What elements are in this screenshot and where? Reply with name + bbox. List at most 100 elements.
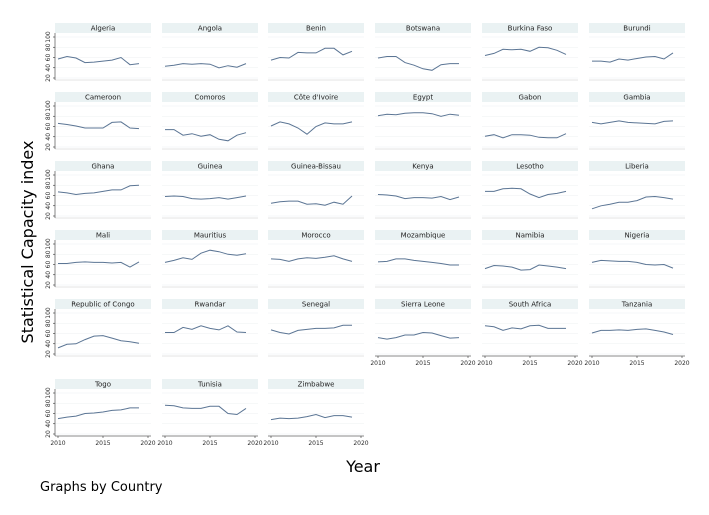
panel-title: Mozambique [401, 232, 446, 240]
panel-title: Liberia [625, 163, 649, 171]
panel-rwandar: Rwandar [162, 299, 258, 357]
series-line [164, 63, 247, 69]
x-tick-label: 2020 [353, 440, 368, 447]
series-line [591, 259, 674, 269]
panel-header [482, 161, 578, 171]
panel-header [268, 23, 364, 33]
plot-area [162, 102, 258, 149]
panel-zimbabwe: Zimbabwe 2010 2015 2020 [263, 379, 369, 447]
y-tick-label: 40 [45, 133, 52, 141]
plot-area [162, 171, 258, 218]
panel-header [375, 299, 471, 309]
panel-header [162, 23, 258, 33]
plot-area [162, 389, 258, 436]
panel-header [162, 230, 258, 240]
series-line [164, 404, 247, 416]
panel-header [375, 92, 471, 102]
plot-area [162, 33, 258, 80]
y-tick-label: 20 [45, 212, 52, 220]
panel-title: Morocco [301, 232, 330, 240]
panel-mozambique: Mozambique [375, 230, 471, 288]
panel-header [268, 92, 364, 102]
panel-header [162, 299, 258, 309]
panel-title: Lesotho [516, 163, 543, 171]
y-tick-label: 20 [45, 430, 52, 438]
plot-area [55, 33, 151, 80]
y-tick-label: 60 [45, 123, 52, 131]
y-tick-label: 40 [45, 64, 52, 72]
y-tick-label: 100 [45, 100, 52, 112]
series-line [377, 112, 460, 117]
panel-mauritius: Mauritius [162, 230, 258, 288]
y-tick-label: 20 [45, 281, 52, 289]
plot-area [55, 171, 151, 218]
x-tick-label: 2010 [477, 360, 492, 367]
panel-title: Guinea [198, 163, 223, 171]
plot-area [55, 309, 151, 356]
x-tick-label: 2020 [140, 440, 155, 447]
plot-area [268, 171, 364, 218]
panel-egypt: Egypt [375, 92, 471, 150]
series-line [270, 324, 352, 335]
y-tick-label: 100 [45, 238, 52, 250]
panel-c-te-d-ivoire: Côte d'Ivoire [268, 92, 364, 150]
plot-area [589, 309, 685, 356]
plot-area [268, 389, 364, 436]
panel-botswana: Botswana [375, 23, 471, 81]
panel-header [482, 299, 578, 309]
panel-gabon: Gabon [482, 92, 578, 150]
panel-header [482, 23, 578, 33]
panel-title: Togo [94, 381, 111, 389]
y-axis-label: Statistical Capacity index [18, 141, 37, 344]
y-tick-label: 80 [45, 399, 52, 407]
x-tick-label: 2015 [202, 440, 217, 447]
panel-title: Botswana [406, 25, 440, 33]
panel-angola: Angola [162, 23, 258, 81]
plot-area [482, 102, 578, 149]
y-tick-label: 60 [45, 54, 52, 62]
panel-nigeria: Nigeria [589, 230, 685, 288]
panel-header [55, 379, 151, 389]
plot-area [375, 102, 471, 149]
series-line [164, 249, 247, 263]
series-line [591, 328, 674, 335]
series-line [165, 129, 247, 142]
series-line [377, 56, 459, 71]
panel-header [589, 161, 685, 171]
x-tick-label: 2015 [415, 360, 430, 367]
panel-title: Benin [306, 25, 326, 33]
panel-gambia: Gambia [589, 92, 685, 150]
panel-title: Sierra Leone [401, 301, 445, 309]
x-tick-label: 2015 [308, 440, 323, 447]
panel-benin: Benin [268, 23, 364, 81]
x-tick-label: 2010 [157, 440, 172, 447]
panel-title: Ghana [92, 163, 115, 171]
panel-header [589, 92, 685, 102]
panel-guinea-bissau: Guinea-Bissau [268, 161, 364, 219]
plot-area [162, 240, 258, 287]
panel-header [268, 379, 364, 389]
x-tick-label: 2020 [567, 360, 582, 367]
panel-guinea: Guinea [162, 161, 258, 219]
x-axis-label: Year [345, 457, 380, 476]
series-line [270, 255, 353, 262]
plot-area [268, 240, 364, 287]
panel-namibia: Namibia [482, 230, 578, 288]
x-tick-label: 2020 [247, 440, 262, 447]
y-tick-label: 40 [45, 420, 52, 428]
y-tick-label: 40 [45, 271, 52, 279]
panel-title: Kenya [412, 163, 433, 171]
series-line [57, 407, 139, 420]
panel-lesotho: Lesotho [482, 161, 578, 219]
panel-liberia: Liberia [589, 161, 685, 219]
x-tick-label: 2020 [674, 360, 689, 367]
plot-area [482, 33, 578, 80]
panel-comoros: Comoros [162, 92, 258, 150]
series-line [592, 52, 674, 63]
series-line [377, 331, 460, 340]
series-line [377, 258, 459, 266]
